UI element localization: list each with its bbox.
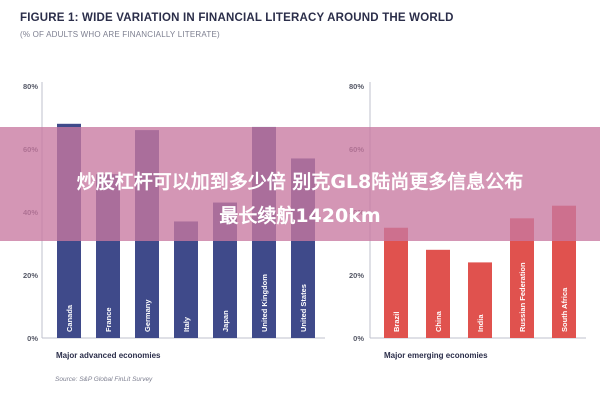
advanced-y-tick-label: 0% — [27, 334, 38, 343]
advanced-category-label: United States — [299, 284, 308, 332]
emerging-category-label: South Africa — [560, 287, 569, 332]
emerging-y-tick-label: 0% — [353, 334, 364, 343]
emerging-y-tick-label: 80% — [349, 82, 364, 91]
emerging-bar — [384, 227, 408, 338]
emerging-category-label: Russian Federation — [518, 262, 527, 332]
advanced-category-label: Germany — [143, 299, 152, 332]
figure-title: FIGURE 1: WIDE VARIATION IN FINANCIAL LI… — [20, 12, 454, 24]
overlay-subheadline: 最长续航1420km — [219, 205, 381, 227]
overlay-headline: 炒股杠杆可以加到多少倍 别克GL8陆尚更多信息公布 — [76, 171, 524, 193]
emerging-group-label: Major emerging economies — [384, 351, 488, 360]
advanced-group-label: Major advanced economies — [56, 351, 161, 360]
emerging-category-label: China — [434, 310, 443, 332]
source-note: Source: S&P Global FinLit Survey — [55, 376, 153, 383]
advanced-category-label: Japan — [221, 310, 230, 332]
advanced-category-label: Canada — [65, 304, 74, 332]
advanced-y-tick-label: 80% — [23, 82, 38, 91]
advanced-y-tick-label: 20% — [23, 271, 38, 280]
emerging-y-tick-label: 20% — [349, 271, 364, 280]
advanced-category-label: Italy — [182, 316, 191, 332]
advanced-category-label: France — [104, 307, 113, 332]
emerging-category-label: India — [476, 314, 485, 332]
figure-subtitle: (% OF ADULTS WHO ARE FINANCIALLY LITERAT… — [20, 30, 220, 39]
emerging-bar — [426, 249, 450, 338]
emerging-category-label: Brazil — [392, 312, 401, 332]
emerging-bar — [468, 262, 492, 338]
advanced-category-label: United Kingdom — [260, 274, 269, 332]
overlay-banner — [0, 127, 600, 241]
